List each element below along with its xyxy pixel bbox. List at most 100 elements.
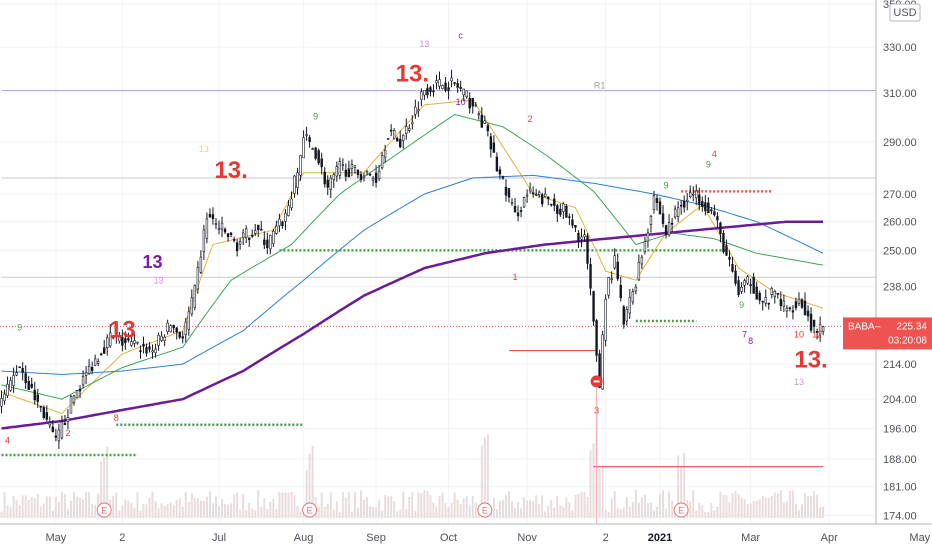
candle-body[interactable] [812, 320, 816, 327]
candle-body[interactable] [782, 300, 786, 307]
candle-body[interactable] [106, 337, 109, 349]
candle-body[interactable] [737, 280, 740, 295]
candle-body[interactable] [308, 137, 311, 142]
candle-body[interactable] [698, 194, 701, 205]
candle-body[interactable] [565, 205, 568, 218]
candle-body[interactable] [84, 372, 88, 376]
candle-body[interactable] [238, 241, 242, 245]
candle-body[interactable] [462, 88, 465, 96]
candle-body[interactable] [103, 347, 106, 354]
candle-body[interactable] [556, 205, 559, 214]
candle-body[interactable] [658, 201, 662, 215]
candle-body[interactable] [477, 113, 480, 116]
candle-body[interactable] [121, 336, 124, 346]
candle-body[interactable] [338, 161, 342, 176]
candle-body[interactable] [54, 435, 58, 438]
candle-body[interactable] [498, 169, 502, 175]
candle-body[interactable] [353, 165, 357, 168]
candle-body[interactable] [380, 155, 384, 169]
candle-body[interactable] [746, 276, 749, 284]
candle-body[interactable] [646, 232, 650, 242]
candle-body[interactable] [154, 348, 157, 354]
candle-body[interactable] [45, 412, 49, 420]
candle-body[interactable] [537, 191, 541, 196]
candle-body[interactable] [254, 230, 257, 234]
candle-body[interactable] [175, 327, 178, 333]
candle-body[interactable] [673, 208, 677, 218]
candle-body[interactable] [42, 407, 46, 418]
candle-body[interactable] [504, 186, 508, 196]
candle-body[interactable] [374, 172, 378, 183]
candle-body[interactable] [598, 353, 601, 388]
candle-body[interactable] [208, 214, 212, 218]
candle-body[interactable] [411, 121, 414, 125]
candle-body[interactable] [341, 164, 345, 166]
candle-body[interactable] [559, 208, 562, 215]
candle-body[interactable] [764, 297, 767, 304]
candle-body[interactable] [93, 358, 97, 366]
candle-body[interactable] [90, 366, 94, 371]
candle-body[interactable] [33, 389, 36, 401]
candle-body[interactable] [377, 170, 381, 179]
currency-badge[interactable]: USD [889, 3, 921, 22]
candle-body[interactable] [785, 307, 789, 312]
candle-body[interactable] [383, 149, 387, 158]
candle-body[interactable] [586, 235, 589, 264]
candle-body[interactable] [640, 256, 644, 265]
candle-body[interactable] [66, 417, 70, 422]
candle-body[interactable] [408, 127, 411, 131]
candle-body[interactable] [441, 85, 444, 89]
candle-body[interactable] [495, 156, 499, 172]
candle-body[interactable] [791, 310, 795, 313]
candle-body[interactable] [474, 104, 477, 107]
candle-body[interactable] [60, 421, 64, 439]
candle-body[interactable] [145, 347, 148, 354]
candle-body[interactable] [794, 301, 798, 309]
candle-body[interactable] [453, 82, 456, 84]
candle-body[interactable] [809, 313, 813, 331]
candle-body[interactable] [396, 137, 399, 142]
candle-body[interactable] [405, 126, 408, 134]
candle-body[interactable] [770, 288, 773, 295]
candle-body[interactable] [402, 134, 405, 141]
candle-body[interactable] [48, 422, 52, 426]
candle-body[interactable] [220, 222, 224, 230]
candle-body[interactable] [281, 221, 284, 227]
candle-body[interactable] [483, 120, 487, 124]
candle-body[interactable] [299, 155, 302, 176]
candle-body[interactable] [181, 336, 184, 339]
candle-body[interactable] [604, 298, 607, 341]
candle-body[interactable] [305, 134, 308, 136]
candle-body[interactable] [667, 222, 671, 236]
candle-body[interactable] [577, 232, 580, 242]
candle-body[interactable] [196, 267, 200, 290]
candle-body[interactable] [695, 190, 698, 199]
candle-body[interactable] [290, 198, 293, 209]
candle-body[interactable] [275, 225, 278, 234]
candle-body[interactable] [6, 383, 9, 396]
candle-body[interactable] [63, 422, 67, 425]
candle-body[interactable] [447, 87, 450, 92]
candle-body[interactable] [797, 298, 801, 304]
candle-body[interactable] [818, 323, 822, 335]
candle-body[interactable] [450, 77, 453, 82]
candle-body[interactable] [251, 235, 254, 237]
candle-body[interactable] [211, 214, 215, 219]
candle-body[interactable] [492, 142, 496, 153]
candle-body[interactable] [465, 90, 468, 98]
candle-body[interactable] [743, 280, 746, 286]
candle-body[interactable] [701, 201, 704, 207]
candle-body[interactable] [139, 350, 142, 353]
candle-body[interactable] [160, 335, 163, 341]
candle-body[interactable] [655, 198, 659, 203]
candle-body[interactable] [616, 261, 619, 280]
candle-body[interactable] [619, 284, 622, 299]
candle-body[interactable] [223, 228, 227, 233]
candle-body[interactable] [136, 341, 139, 344]
candle-body[interactable] [266, 239, 269, 249]
candle-body[interactable] [534, 193, 538, 196]
candle-body[interactable] [311, 148, 314, 150]
candle-body[interactable] [589, 264, 592, 289]
candle-body[interactable] [707, 202, 710, 214]
candle-body[interactable] [57, 429, 61, 442]
